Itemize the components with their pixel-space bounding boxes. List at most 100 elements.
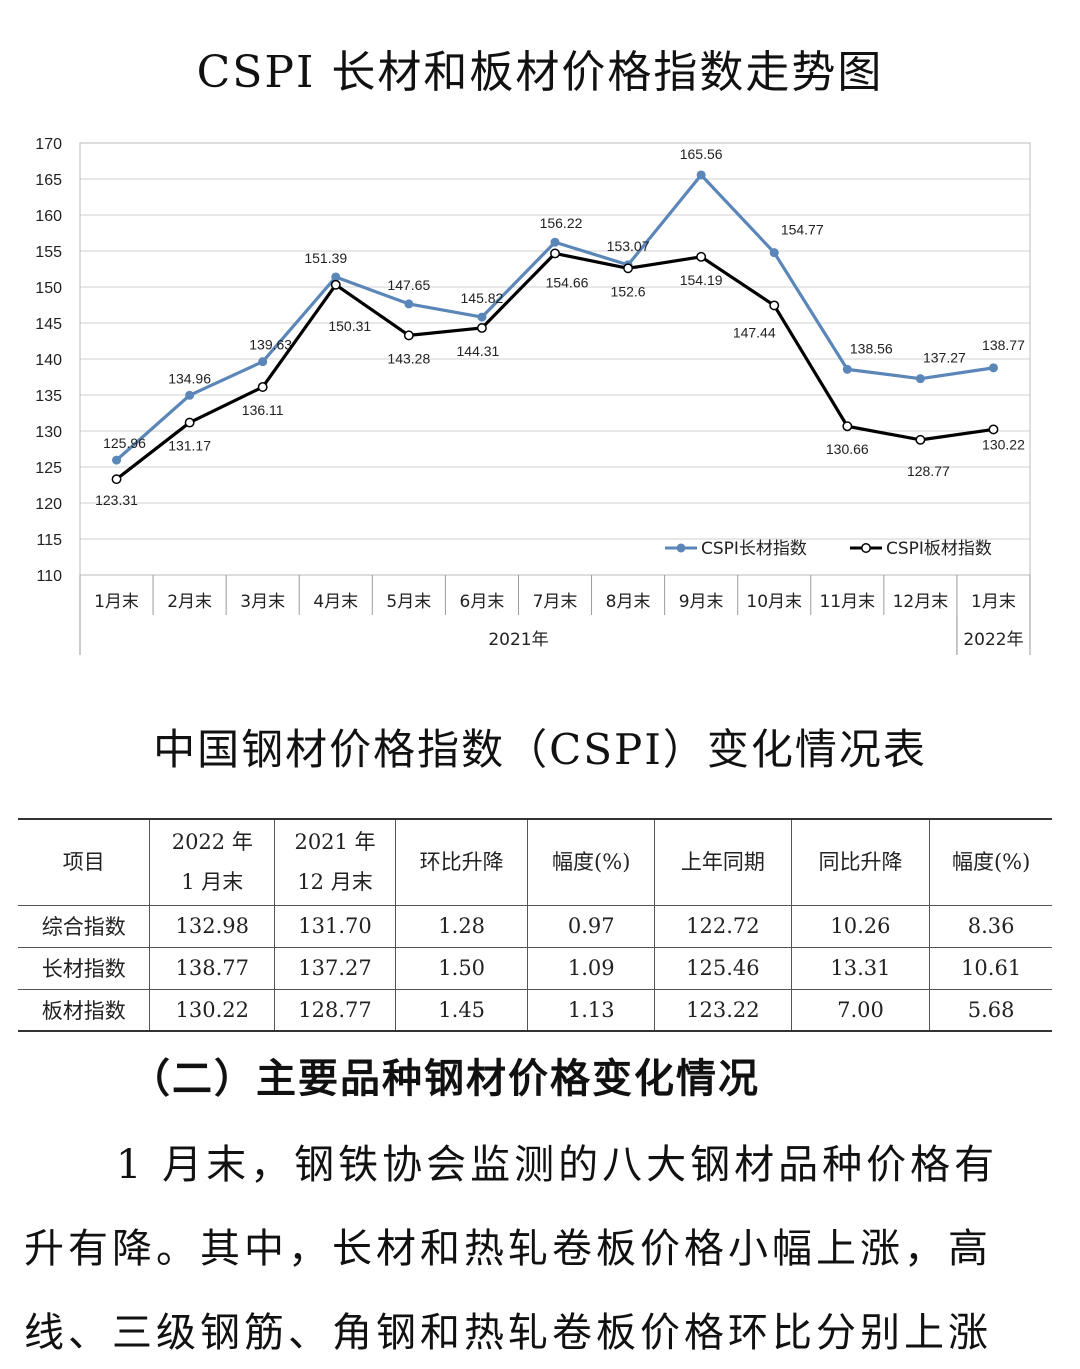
data-point [988, 424, 999, 435]
header-mom-pct: 幅度(%) [527, 819, 656, 905]
x-tick-label: 1月末 [971, 592, 1016, 612]
data-label: 154.19 [680, 272, 723, 288]
plot-area-border [79, 142, 1031, 576]
data-point [112, 455, 122, 465]
data-label: 147.44 [733, 324, 776, 340]
data-point [258, 357, 268, 367]
x-tick-label: 5月末 [386, 592, 431, 612]
x-tick-label: 11月末 [819, 592, 875, 612]
paragraph-line-2: 升有降。其中，长材和热轧卷板价格小幅上涨，高 [24, 1226, 992, 1272]
y-tick-label: 130 [35, 424, 62, 441]
x-tick-label: 2月末 [167, 592, 212, 612]
data-point [477, 312, 487, 322]
data-label: 147.65 [387, 277, 430, 293]
price-index-line-chart: 110 115 120 125 130 135 140 145 150 155 160 165 170 1… [35, 136, 1031, 655]
y-tick-label: 120 [35, 496, 62, 513]
header-item: 项目 [18, 819, 151, 905]
year-label: 2022年 [963, 630, 1023, 650]
data-point [988, 363, 998, 373]
y-tick-label: 170 [35, 136, 62, 153]
data-label: 143.28 [387, 350, 430, 366]
table-row: 板材指数 130.22 128.77 1.45 1.13 123.22 7.00… [18, 989, 1052, 1031]
data-label: 165.56 [680, 146, 723, 162]
data-point [185, 390, 195, 400]
cell: 1.45 [394, 989, 529, 1031]
data-point [623, 263, 634, 274]
cell: 122.72 [654, 905, 792, 947]
data-label: 154.77 [781, 222, 824, 238]
y-tick-label: 165 [35, 172, 62, 189]
cell: 130.22 [149, 989, 276, 1031]
y-tick-label: 160 [35, 208, 62, 225]
data-label: 154.66 [546, 274, 589, 290]
cell: 5.68 [929, 989, 1052, 1031]
header-mom-change: 环比升降 [394, 819, 529, 905]
data-label: 138.56 [850, 340, 893, 356]
paragraph-line-3: 线、三级钢筋、角钢和热轧卷板价格环比分别上涨 [24, 1310, 992, 1356]
cell: 10.26 [790, 905, 931, 947]
table-row: 综合指数 132.98 131.70 1.28 0.97 122.72 10.2… [18, 905, 1052, 947]
x-tick-label: 10月末 [746, 592, 802, 612]
y-tick-label: 140 [35, 352, 62, 369]
cell: 8.36 [929, 905, 1052, 947]
header-yoy-change: 同比升降 [790, 819, 931, 905]
legend-marker [861, 543, 871, 553]
data-label: 144.31 [457, 343, 500, 359]
cell: 1.28 [394, 905, 529, 947]
data-label: 152.6 [611, 283, 646, 299]
cell: 0.97 [527, 905, 656, 947]
legend-label: CSPI长材指数 [701, 539, 807, 559]
data-label: 130.22 [982, 436, 1025, 452]
cell: 132.98 [149, 905, 276, 947]
section-heading: （二）主要品种钢材价格变化情况 [130, 1055, 760, 1102]
data-point [842, 421, 853, 432]
cell: 125.46 [654, 947, 792, 989]
header-last-year: 上年同期 [654, 819, 792, 905]
data-point [331, 272, 341, 282]
x-tick-label: 6月末 [460, 592, 505, 612]
data-label: 125.96 [103, 435, 146, 451]
data-point [769, 248, 779, 258]
year-label: 2021年 [488, 630, 548, 650]
cell-name: 综合指数 [18, 905, 151, 947]
cell: 1.13 [527, 989, 656, 1031]
y-tick-label: 145 [35, 316, 62, 333]
data-point [550, 248, 560, 259]
cell-name: 长材指数 [18, 947, 151, 989]
data-point [403, 330, 414, 341]
cell: 1.50 [394, 947, 529, 989]
cell: 128.77 [274, 989, 396, 1031]
paragraph-line-1: 1 月末，钢铁协会监测的八大钢材品种价格有 [116, 1142, 999, 1188]
data-point [915, 434, 926, 445]
data-label: 145.82 [461, 290, 504, 306]
x-tick-label: 7月末 [533, 592, 578, 612]
x-tick-label: 9月末 [679, 592, 724, 612]
cell: 137.27 [274, 947, 396, 989]
data-label: 153.07 [607, 238, 650, 254]
data-label: 139.63 [249, 337, 292, 353]
data-label: 134.96 [168, 370, 211, 386]
data-label: 137.27 [923, 350, 966, 366]
data-point [184, 417, 195, 428]
data-label: 138.77 [982, 337, 1025, 353]
y-tick-label: 125 [35, 460, 62, 477]
legend-label: CSPI板材指数 [886, 539, 992, 559]
chart-title: CSPI 长材和板材价格指数走势图 [196, 47, 884, 98]
y-tick-label: 150 [35, 280, 62, 297]
table-title: 中国钢材价格指数（CSPI）变化情况表 [153, 725, 927, 774]
data-point [842, 364, 852, 374]
data-label: 130.66 [826, 441, 869, 457]
y-tick-label: 110 [36, 568, 62, 585]
data-label: 123.31 [95, 492, 138, 508]
legend-marker [676, 543, 686, 553]
cell: 1.09 [527, 947, 656, 989]
x-tick-label: 3月末 [240, 592, 285, 612]
x-tick-label: 8月末 [606, 592, 651, 612]
x-tick-label: 1月末 [94, 592, 139, 612]
x-tick-label: 12月末 [893, 592, 949, 612]
data-label: 128.77 [907, 463, 950, 479]
table-row: 长材指数 138.77 137.27 1.50 1.09 125.46 13.3… [18, 947, 1052, 989]
